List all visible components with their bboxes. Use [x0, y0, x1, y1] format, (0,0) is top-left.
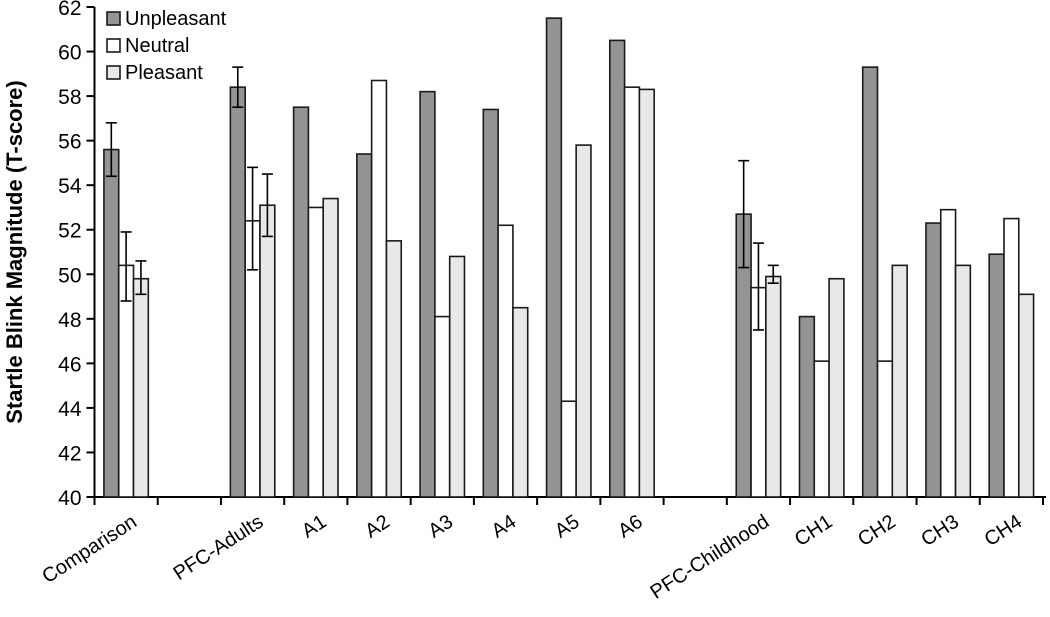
x-category-label-CH3: CH3 — [917, 511, 963, 551]
bar-unpleasant-Comparison — [103, 148, 120, 498]
bar-pleasant-PFC-Childhood — [765, 275, 782, 498]
bar-neutral-A1 — [307, 206, 325, 498]
x-category-label-Comparison: Comparison — [38, 511, 140, 588]
legend-item-pleasant: Pleasant — [106, 62, 203, 84]
bar-neutral-CH4 — [1003, 217, 1020, 498]
bar-neutral-CH1 — [813, 360, 830, 498]
x-category-label-CH1: CH1 — [791, 511, 837, 551]
bar-group-A4: A4 — [482, 108, 529, 543]
bar-unpleasant-CH3 — [925, 222, 942, 498]
bar-pleasant-CH1 — [828, 277, 845, 498]
bar-unpleasant-CH4 — [988, 253, 1005, 498]
bar-neutral-A2 — [370, 79, 388, 498]
y-tick-label: 60 — [58, 42, 81, 65]
bar-pleasant-Comparison — [132, 277, 150, 498]
legend-item-unpleasant: Unpleasant — [106, 8, 227, 30]
bar-unpleasant-PFC-Adults — [229, 86, 246, 498]
legend-label-unpleasant: Unpleasant — [125, 8, 227, 30]
bar-group-PFC-Childhood: PFC-Childhood — [647, 159, 782, 604]
legend-label-pleasant: Pleasant — [125, 62, 203, 84]
x-category-label-PFC-Childhood: PFC-Childhood — [647, 511, 774, 604]
bar-pleasant-A3 — [448, 255, 466, 498]
bar-group-A5: A5 — [545, 17, 592, 543]
bar-pleasant-A4 — [512, 306, 529, 498]
bar-group-CH3: CH3 — [917, 208, 972, 551]
legend-item-neutral: Neutral — [106, 35, 189, 57]
bar-unpleasant-A6 — [608, 39, 626, 498]
bar-pleasant-CH4 — [1017, 293, 1035, 498]
legend-swatch-unpleasant — [106, 11, 121, 26]
y-tick-label: 48 — [58, 309, 81, 332]
legend-swatch-pleasant — [106, 65, 121, 80]
bar-group-A6: A6 — [608, 39, 655, 543]
y-tick-label: 50 — [58, 264, 81, 287]
x-category-label-A1: A1 — [298, 511, 331, 543]
legend-label-neutral: Neutral — [125, 35, 189, 57]
y-tick-label: 58 — [58, 86, 81, 109]
bar-pleasant-PFC-Adults — [259, 204, 276, 498]
x-category-label-CH4: CH4 — [981, 511, 1027, 551]
y-tick-label: 42 — [58, 442, 81, 465]
bar-group-A3: A3 — [419, 90, 466, 543]
bar-unpleasant-A2 — [356, 153, 373, 498]
x-category-label-CH2: CH2 — [854, 511, 900, 551]
bar-unpleasant-CH1 — [798, 315, 816, 498]
y-tick-label: 40 — [58, 487, 81, 510]
bar-pleasant-A2 — [385, 240, 403, 498]
y-tick-label: 56 — [58, 131, 81, 154]
bar-group-CH1: CH1 — [791, 277, 845, 551]
x-category-label-A5: A5 — [551, 511, 584, 543]
bar-group-PFC-Adults: PFC-Adults — [170, 66, 276, 585]
bar-neutral-A4 — [497, 224, 514, 498]
y-tick-label: 44 — [58, 398, 82, 421]
bar-unpleasant-A5 — [545, 17, 563, 498]
x-category-label-A6: A6 — [614, 511, 647, 543]
x-category-label-A4: A4 — [488, 511, 521, 543]
bar-pleasant-A6 — [638, 88, 655, 498]
plot-layer: 40 42 44 46 48 50 52 54 56 58 60 62 Comparison PFC-Ad… — [38, 0, 1046, 604]
bar-neutral-A6 — [623, 86, 641, 498]
y-tick-label: 62 — [58, 0, 81, 20]
x-category-label-A3: A3 — [425, 511, 458, 543]
x-category-label-PFC-Adults: PFC-Adults — [170, 511, 268, 585]
bar-group-Comparison: Comparison — [38, 122, 150, 588]
bar-pleasant-CH2 — [891, 264, 908, 498]
bar-unpleasant-CH2 — [861, 66, 879, 498]
bar-unpleasant-A4 — [482, 108, 499, 498]
bar-neutral-A5 — [560, 400, 577, 498]
legend-swatch-neutral — [106, 38, 121, 53]
bar-pleasant-A5 — [575, 144, 592, 498]
bar-group-A2: A2 — [356, 79, 403, 543]
y-tick-label: 52 — [58, 220, 81, 243]
y-tick-label: 54 — [58, 175, 82, 198]
y-tick-label: 46 — [58, 353, 81, 376]
bar-neutral-A3 — [434, 315, 451, 498]
legend: Unpleasant Neutral Pleasant — [106, 8, 227, 84]
bar-unpleasant-A1 — [292, 106, 310, 498]
bar-neutral-CH3 — [939, 208, 957, 498]
bar-pleasant-A1 — [322, 197, 339, 498]
bar-group-A1: A1 — [292, 106, 339, 543]
bar-pleasant-CH3 — [954, 264, 972, 498]
y-axis-title: Startle Blink Magnitude (T-score) — [2, 80, 27, 424]
bar-group-CH2: CH2 — [854, 66, 908, 551]
bar-neutral-CH2 — [876, 360, 894, 498]
x-category-label-A2: A2 — [361, 511, 394, 543]
bar-unpleasant-A3 — [419, 90, 436, 498]
bar-group-CH4: CH4 — [981, 217, 1035, 551]
